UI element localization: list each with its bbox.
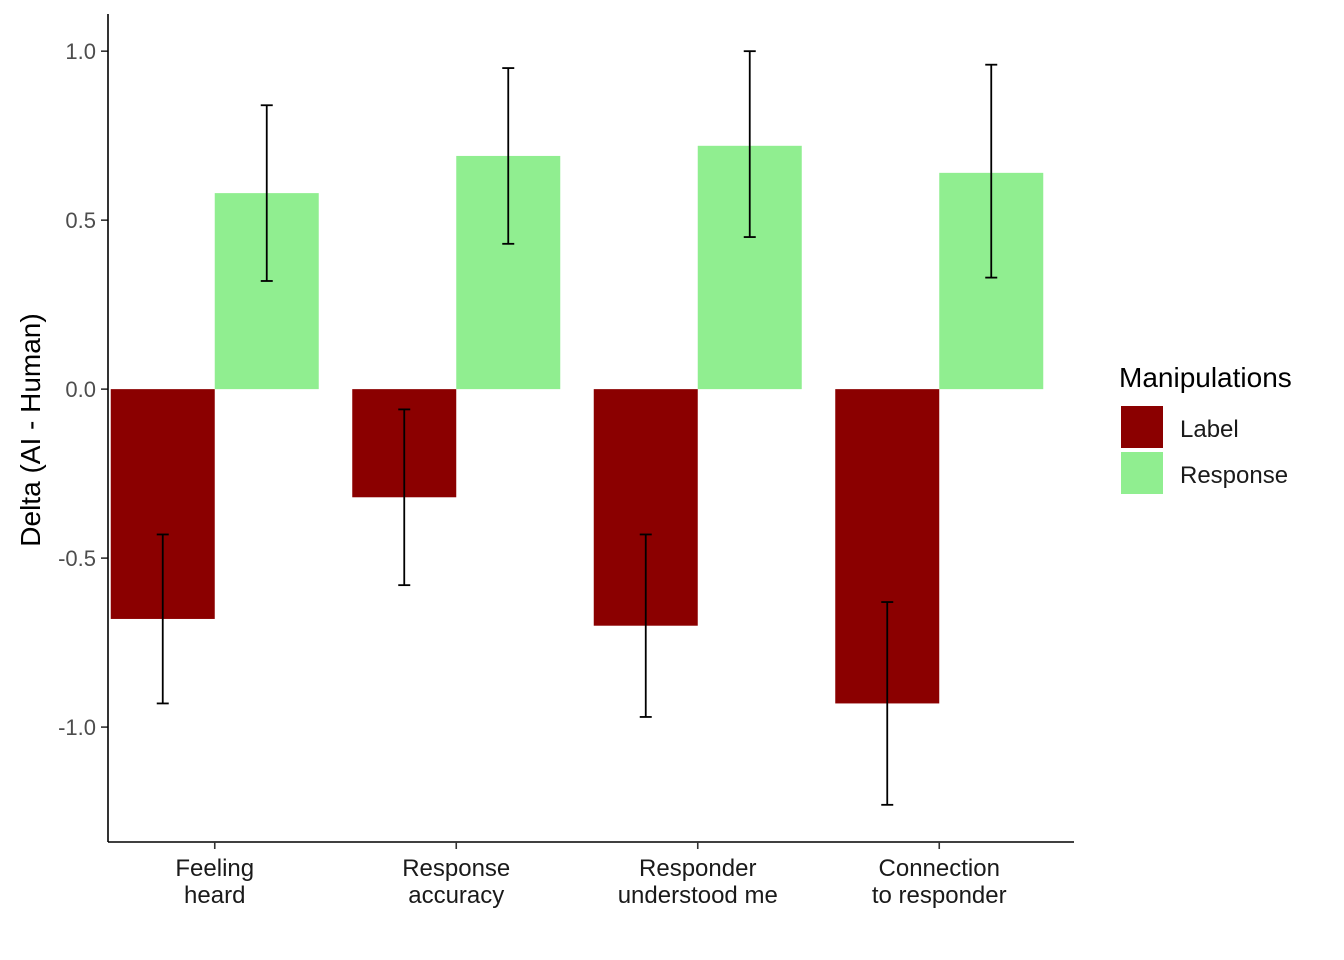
error-bars <box>156 50 998 806</box>
error-bar-response-1 <box>502 67 515 245</box>
error-bar-response-2 <box>743 50 756 238</box>
y-tick-label: -0.5 <box>58 546 96 571</box>
legend-label-label: Label <box>1180 416 1239 443</box>
y-tick-label: -1.0 <box>58 715 96 740</box>
error-bar-response-3 <box>985 63 998 279</box>
error-bar-response-0 <box>260 104 273 282</box>
legend-label-response: Response <box>1180 462 1288 489</box>
legend-title: Manipulations <box>1119 362 1292 393</box>
x-tick-label: Feeling heard <box>175 855 254 909</box>
y-tick-label: 1.0 <box>65 39 96 64</box>
bars <box>110 145 1044 704</box>
y-axis-title: Delta (AI - Human) <box>15 313 46 546</box>
legend-key-label <box>1121 406 1163 448</box>
legend-key-response <box>1121 452 1163 494</box>
y-tick-label: 0.0 <box>65 377 96 402</box>
legend-items: Label Response <box>1121 406 1288 494</box>
error-bar-label-1 <box>398 408 411 587</box>
x-tick-label: Connection to responder <box>872 855 1007 909</box>
y-tick-label: 0.5 <box>65 208 96 233</box>
x-axis-ticks: Feeling heard Response accuracy Responder und… <box>175 842 1007 909</box>
error-bar-label-0 <box>156 533 169 705</box>
legend: Manipulations Label Response <box>1119 362 1292 494</box>
x-tick-label: Responder understood me <box>618 855 778 909</box>
error-bar-label-3 <box>881 601 894 806</box>
y-axis-ticks: 1.0 0.5 0.0 -0.5 -1.0 <box>58 39 108 740</box>
error-bar-label-2 <box>639 533 652 718</box>
x-tick-label: Response accuracy <box>402 855 510 909</box>
